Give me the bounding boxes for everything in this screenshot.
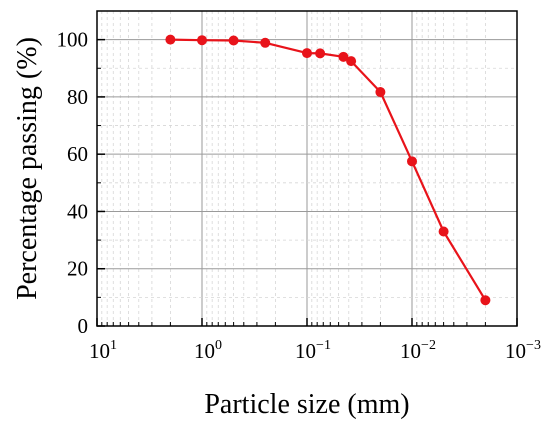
data-point <box>438 226 449 237</box>
data-point <box>165 34 176 45</box>
y-axis-title: Percentage passing (%) <box>12 37 43 300</box>
minor-ticks <box>97 10 486 326</box>
y-tick-label: 0 <box>78 314 89 338</box>
data-point <box>346 56 357 67</box>
x-tick-labels: 101 100 10−1 10−2 10−3 <box>89 338 541 363</box>
series-layer <box>165 34 491 306</box>
data-point <box>197 35 207 46</box>
x-tick-label: 10−3 <box>505 338 541 363</box>
data-point <box>338 51 349 62</box>
data-point <box>480 295 491 306</box>
data-point <box>302 48 312 59</box>
x-tick-label: 100 <box>194 338 222 363</box>
grid <box>96 10 518 327</box>
major-ticks <box>96 38 518 327</box>
data-point <box>228 35 239 46</box>
y-tick-label: 20 <box>67 257 88 281</box>
data-point <box>375 87 386 98</box>
x-tick-label: 101 <box>89 338 117 363</box>
data-point <box>260 37 271 48</box>
x-axis-title: Particle size (mm) <box>204 389 409 420</box>
x-tick-label: 10−1 <box>295 338 331 363</box>
y-tick-labels: 0 20 40 60 80 100 <box>57 28 89 338</box>
y-tick-label: 100 <box>57 28 89 52</box>
y-tick-label: 60 <box>67 142 88 166</box>
y-tick-label: 80 <box>67 85 88 109</box>
y-tick-label: 40 <box>67 199 88 223</box>
series-line <box>170 38 487 301</box>
data-point <box>407 156 417 167</box>
x-tick-label: 10−2 <box>400 338 436 363</box>
data-point <box>315 48 326 59</box>
